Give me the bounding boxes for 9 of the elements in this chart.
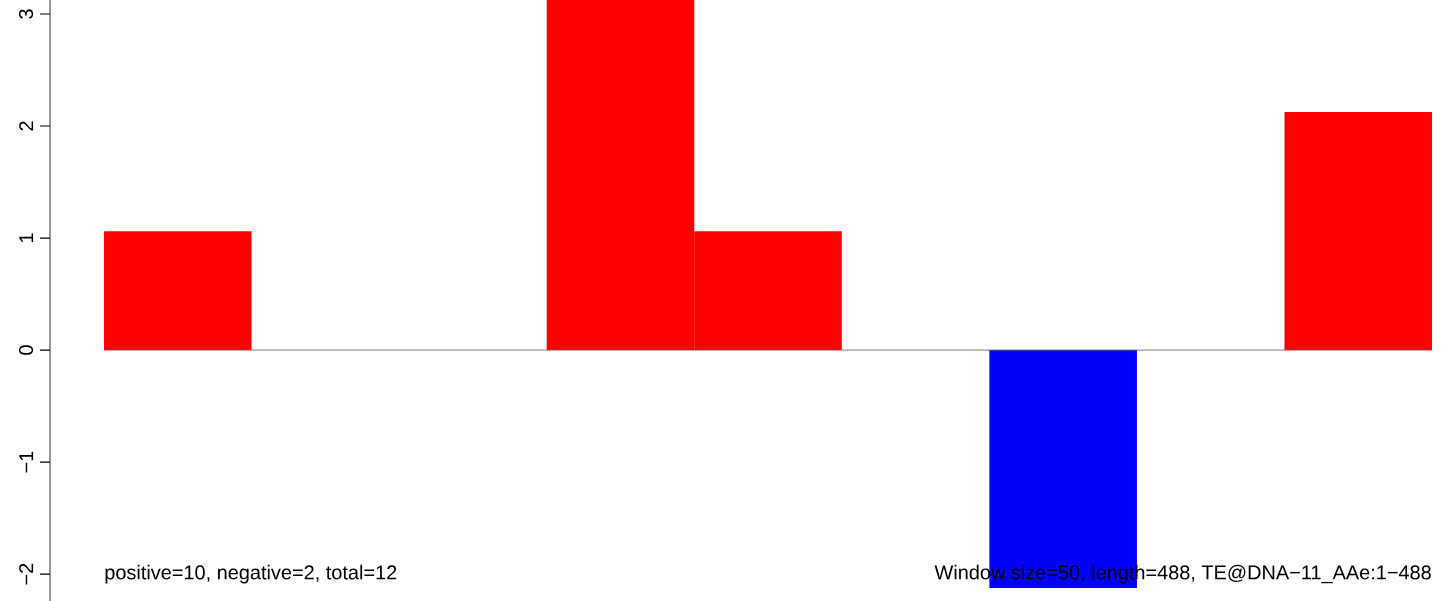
y-tick-label: −2 xyxy=(19,563,34,585)
y-tick-label: 0 xyxy=(18,345,34,355)
y-tick-label: 2 xyxy=(19,121,34,131)
y-tick-label: 1 xyxy=(19,233,34,243)
annotation: positive=10, negative=2, total=12 xyxy=(105,564,397,584)
bar xyxy=(1284,112,1433,351)
y-tick-label: 3 xyxy=(18,9,34,19)
y-tick-label: −1 xyxy=(19,451,34,473)
bar xyxy=(104,231,252,351)
